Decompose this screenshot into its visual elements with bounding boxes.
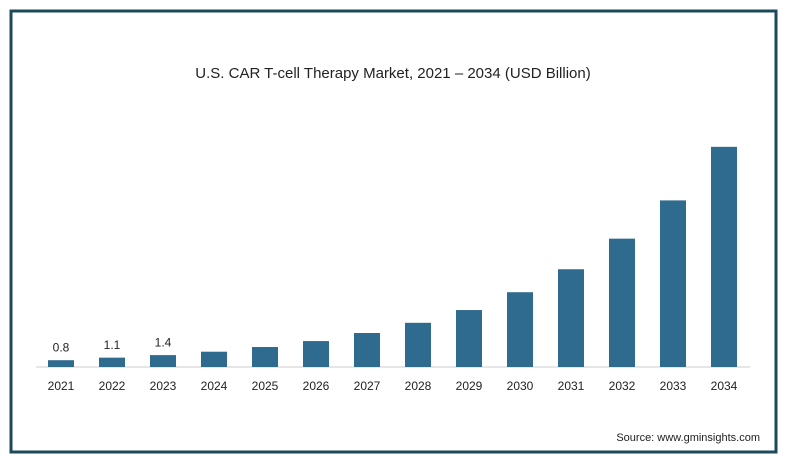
bar bbox=[303, 341, 329, 367]
x-tick-label: 2025 bbox=[252, 379, 279, 393]
bar bbox=[405, 322, 431, 367]
x-tick-label: 2024 bbox=[201, 379, 228, 393]
bar bbox=[609, 238, 635, 367]
bar bbox=[354, 333, 380, 367]
x-tick-label: 2027 bbox=[354, 379, 381, 393]
bar bbox=[456, 310, 482, 367]
bar bbox=[558, 269, 584, 367]
frame bbox=[9, 9, 778, 454]
x-tick-label: 2033 bbox=[660, 379, 687, 393]
bar bbox=[150, 355, 176, 367]
bar bbox=[507, 292, 533, 367]
bar bbox=[48, 360, 74, 367]
data-label: 0.8 bbox=[53, 340, 70, 354]
x-tick-label: 2026 bbox=[303, 379, 330, 393]
data-label: 1.4 bbox=[155, 335, 172, 349]
bar bbox=[660, 200, 686, 367]
x-tick-label: 2021 bbox=[48, 379, 75, 393]
bar bbox=[201, 351, 227, 367]
x-tick-label: 2034 bbox=[711, 379, 738, 393]
bar bbox=[99, 357, 125, 367]
x-tick-label: 2031 bbox=[558, 379, 585, 393]
source: Source: www.gminsights.com bbox=[616, 432, 760, 444]
bar bbox=[252, 347, 278, 367]
x-tick-label: 2022 bbox=[99, 379, 126, 393]
x-tick-label: 2029 bbox=[456, 379, 483, 393]
x-tick-label: 2023 bbox=[150, 379, 177, 393]
data-label: 1.1 bbox=[104, 338, 121, 352]
x-tick-label: 2032 bbox=[609, 379, 636, 393]
bar bbox=[711, 146, 737, 367]
x-tick-label: 2030 bbox=[507, 379, 534, 393]
x-tick-label: 2028 bbox=[405, 379, 432, 393]
chart-title: U.S. CAR T-cell Therapy Market, 2021 – 2… bbox=[195, 65, 590, 82]
